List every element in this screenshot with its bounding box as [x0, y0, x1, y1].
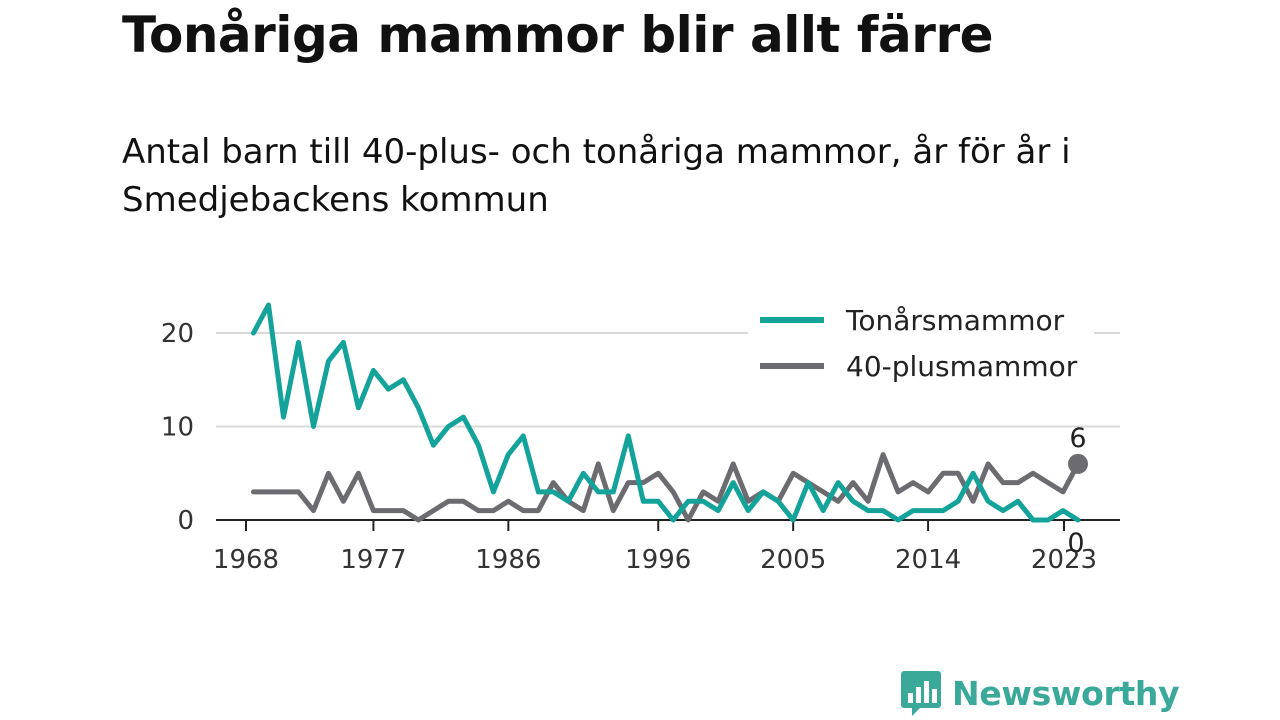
x-tick-label: 2023 — [1031, 545, 1097, 575]
end-value-label: 6 — [1069, 423, 1086, 454]
bar-chart-speech-bubble-icon — [901, 671, 941, 716]
legend-label: 40-plusmammor — [846, 350, 1078, 383]
x-tick-label: 1968 — [213, 545, 279, 575]
x-axis-ticks: 1968 1977 1986 1996 2005 2014 2023 — [213, 520, 1097, 575]
y-tick-label: 0 — [177, 506, 194, 536]
x-tick-label: 1977 — [340, 545, 406, 575]
x-tick-label: 1986 — [475, 545, 541, 575]
y-axis-ticks: 0 10 20 — [161, 319, 194, 536]
brand-logo: Newsworthy — [900, 668, 1180, 718]
series-line-40-plusmammor — [251, 452, 1081, 523]
legend: Tonårsmammor 40-plusmammor — [748, 298, 1094, 396]
end-labels: 60 — [1067, 423, 1088, 559]
x-tick-label: 2014 — [895, 545, 961, 575]
end-point-marker — [1068, 453, 1088, 474]
line-chart: 1968 1977 1986 1996 2005 2014 2023 0 10 20 Tonår… — [160, 298, 1120, 575]
legend-background — [748, 298, 1094, 396]
chart-subtitle: Antal barn till 40-plus- och tonåriga ma… — [122, 132, 1071, 220]
y-tick-label: 20 — [161, 319, 194, 349]
series-line-tonarsmammor — [251, 302, 1081, 523]
y-tick-label: 10 — [161, 413, 194, 443]
x-tick-label: 2005 — [760, 545, 826, 575]
end-value-label: 0 — [1067, 528, 1084, 559]
legend-label: Tonårsmammor — [845, 304, 1065, 337]
series-lines — [251, 302, 1081, 523]
chart-title: Tonåriga mammor blir allt färre — [122, 6, 994, 64]
brand-name: Newsworthy — [952, 673, 1180, 713]
x-tick-label: 1996 — [625, 545, 691, 575]
